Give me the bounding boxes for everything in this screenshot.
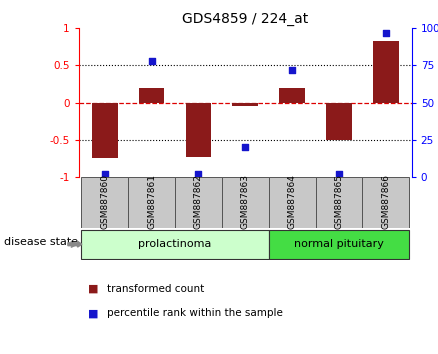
Point [101, 171, 108, 177]
Text: prolactinoma: prolactinoma [138, 239, 212, 249]
Text: ■: ■ [88, 284, 98, 293]
Bar [373, 41, 399, 103]
Text: disease state: disease state [4, 238, 78, 247]
Bar [222, 177, 269, 228]
Text: normal pituitary: normal pituitary [294, 239, 384, 249]
Point [195, 171, 202, 177]
Point [148, 58, 155, 64]
Point [336, 171, 343, 177]
Bar [81, 230, 269, 258]
Text: ■: ■ [88, 308, 98, 318]
Bar [128, 177, 175, 228]
Bar [269, 230, 410, 258]
Bar [326, 103, 352, 140]
Bar [279, 88, 305, 103]
Text: GSM887861: GSM887861 [147, 174, 156, 229]
Bar [138, 88, 164, 103]
Title: GDS4859 / 224_at: GDS4859 / 224_at [182, 12, 308, 26]
Bar [269, 177, 316, 228]
Bar [186, 103, 211, 157]
Text: transformed count: transformed count [107, 284, 205, 293]
Bar [363, 177, 410, 228]
Text: percentile rank within the sample: percentile rank within the sample [107, 308, 283, 318]
Point [289, 67, 296, 73]
Text: GSM887863: GSM887863 [241, 174, 250, 229]
Text: GSM887860: GSM887860 [100, 174, 109, 229]
Text: GSM887865: GSM887865 [335, 174, 343, 229]
Bar [81, 177, 128, 228]
Point [242, 144, 249, 150]
Text: GSM887866: GSM887866 [381, 174, 390, 229]
Bar [316, 177, 363, 228]
Bar [92, 103, 117, 159]
Text: GSM887862: GSM887862 [194, 174, 203, 229]
Point [382, 30, 389, 36]
Text: GSM887864: GSM887864 [288, 174, 297, 229]
Bar [175, 177, 222, 228]
Bar [233, 103, 258, 106]
